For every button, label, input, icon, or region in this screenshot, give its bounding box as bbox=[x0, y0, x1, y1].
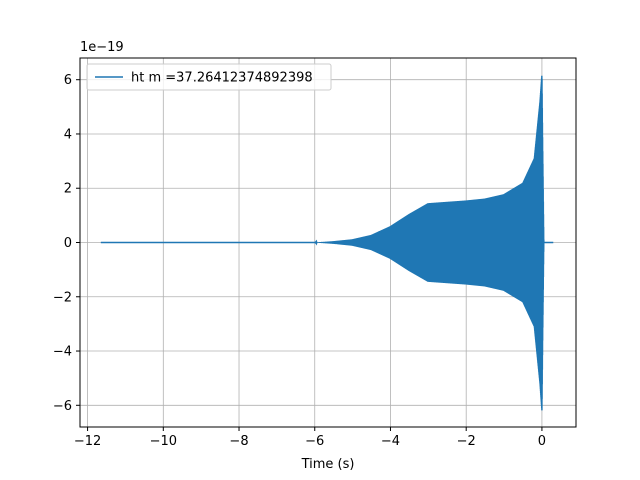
series-line bbox=[100, 75, 554, 411]
x-tick-label: −10 bbox=[150, 434, 177, 449]
y-tick-label: 2 bbox=[64, 182, 72, 197]
y-tick-label: 6 bbox=[64, 73, 72, 88]
series-layer bbox=[100, 75, 554, 411]
y-tick-label: −2 bbox=[53, 290, 72, 305]
x-tick-label: −6 bbox=[305, 434, 324, 449]
y-tick-label: −6 bbox=[53, 399, 72, 414]
y-tick-label: −4 bbox=[53, 345, 72, 360]
legend-box bbox=[86, 63, 332, 91]
x-tick-label: 0 bbox=[538, 434, 546, 449]
x-tick-label: −4 bbox=[381, 434, 400, 449]
legend-entry-label: ht m =37.26412374892398 bbox=[131, 71, 313, 86]
x-axis-label: Time (s) bbox=[301, 457, 355, 472]
y-offset-label: 1e−19 bbox=[80, 40, 124, 55]
x-axis-ticks: −12 −10 −8 −6 −4 −2 0 bbox=[74, 427, 546, 449]
legend: ht m =37.26412374892398 bbox=[86, 63, 332, 91]
x-tick-label: −12 bbox=[74, 434, 101, 449]
x-tick-label: −2 bbox=[457, 434, 476, 449]
y-tick-label: 4 bbox=[64, 127, 72, 142]
y-tick-label: 0 bbox=[64, 236, 72, 251]
x-tick-label: −8 bbox=[229, 434, 248, 449]
y-axis-ticks: −6 −4 −2 0 2 4 6 bbox=[53, 73, 80, 414]
